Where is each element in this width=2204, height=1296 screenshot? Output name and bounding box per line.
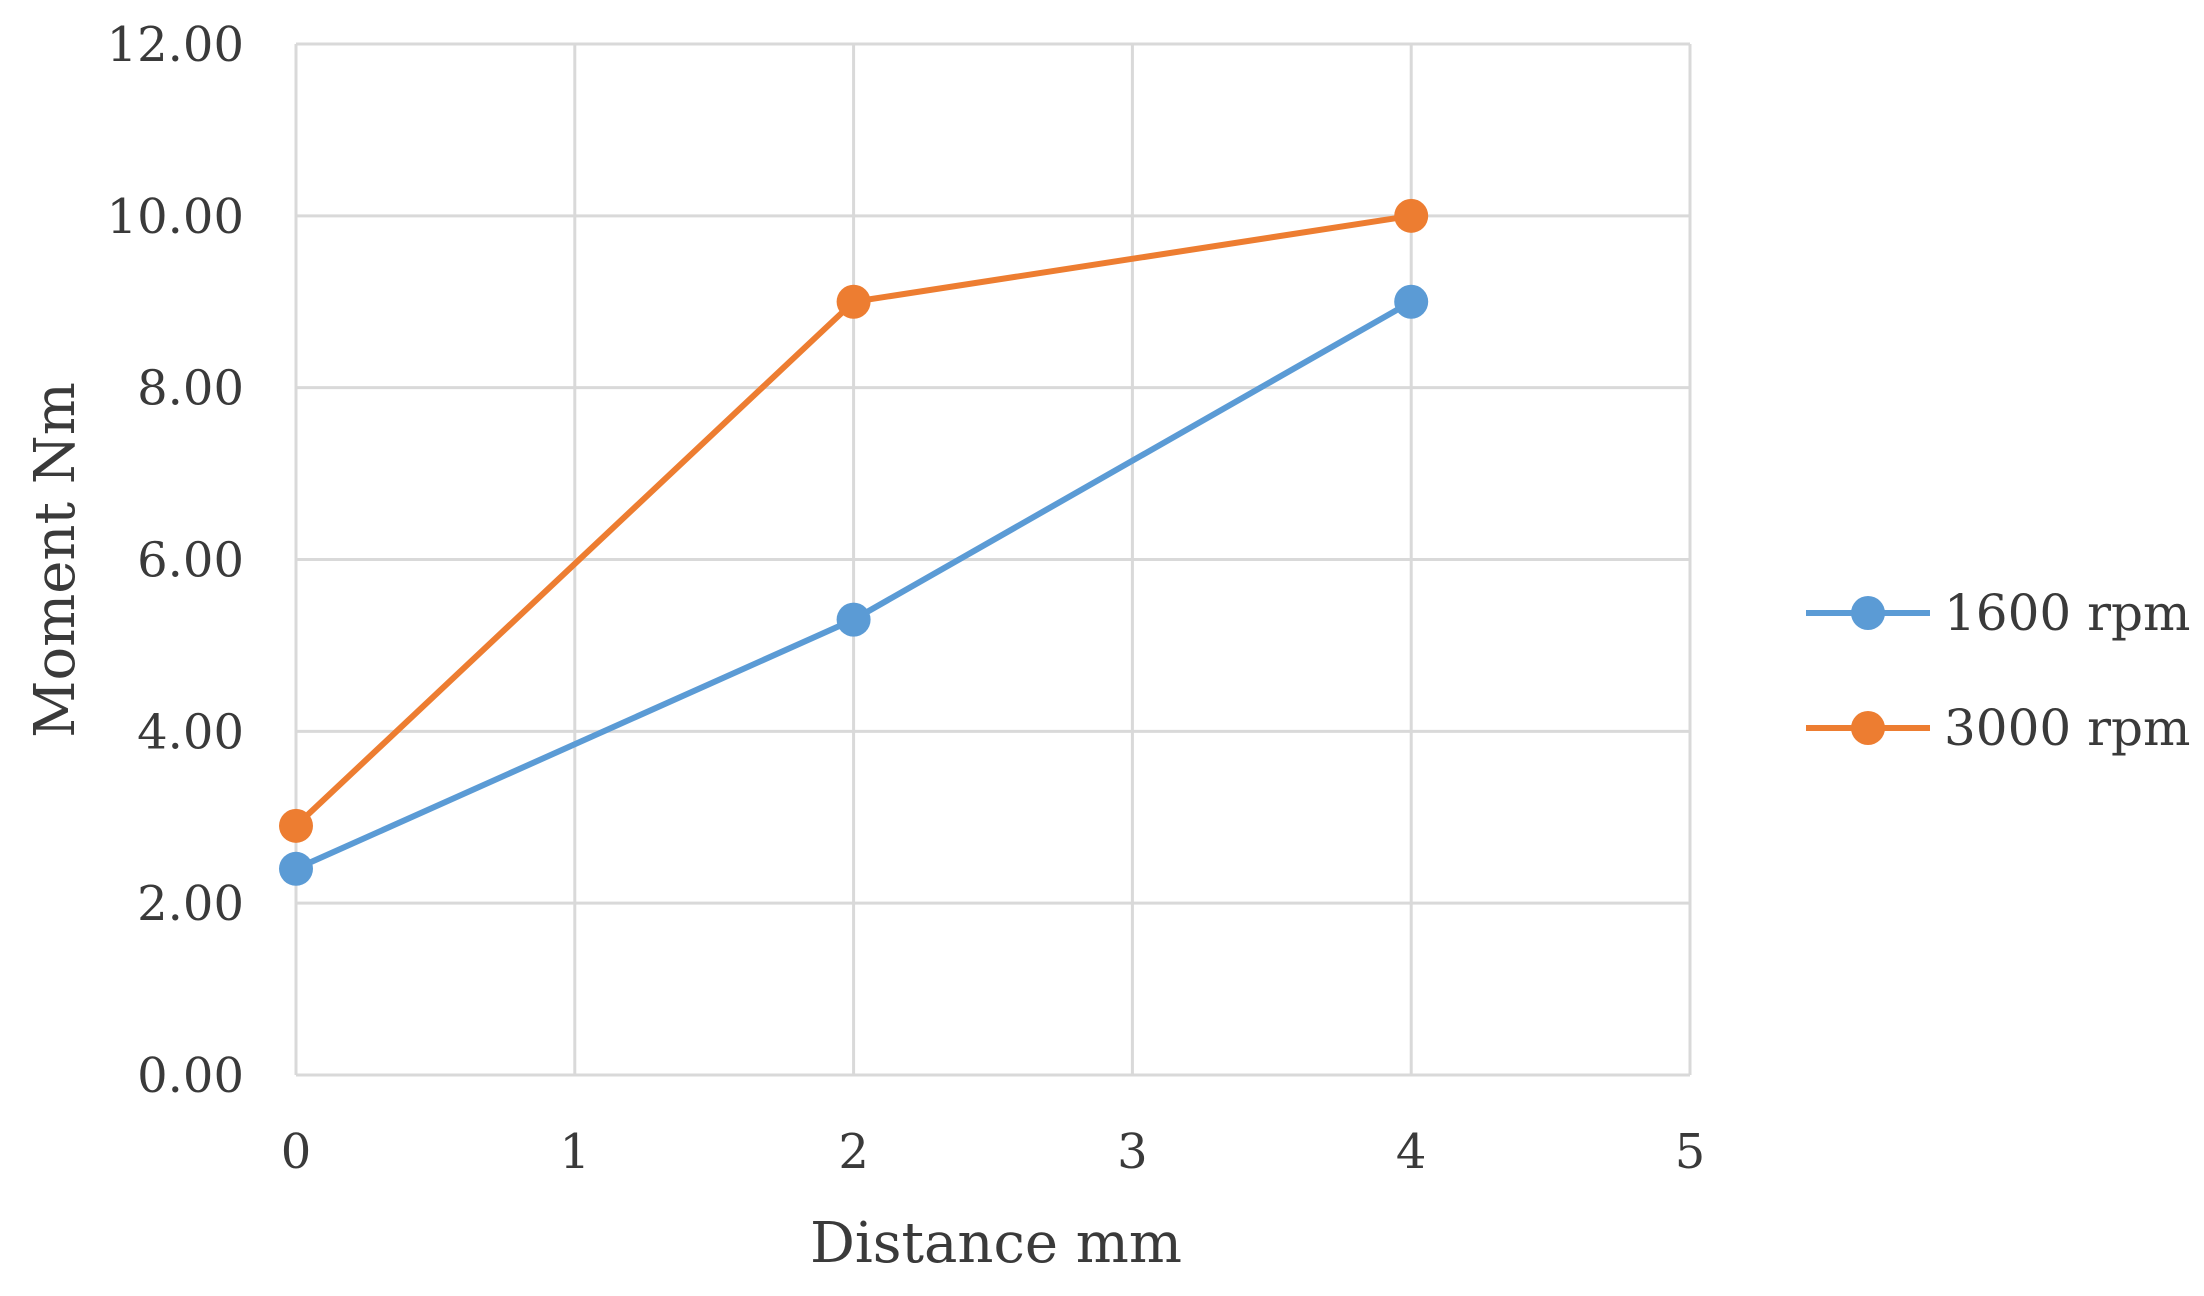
y-tick-label-6: 12.00	[107, 17, 244, 73]
grid	[294, 42, 1692, 1077]
x-tick-label-3: 3	[1117, 1124, 1148, 1180]
data-point-0-1	[836, 602, 871, 637]
series-layer	[279, 198, 1429, 886]
x-tick-label-5: 5	[1675, 1124, 1706, 1180]
data-point-0-0	[279, 851, 313, 886]
y-tick-label-1: 2.00	[137, 876, 244, 932]
x-tick-label-2: 2	[838, 1124, 869, 1180]
y-tick-label-0: 0.00	[137, 1048, 244, 1104]
x-tick-label-4: 4	[1396, 1124, 1427, 1180]
y-tick-label-4: 8.00	[137, 361, 244, 417]
legend-label-1: 3000 rpm	[1944, 699, 2190, 757]
y-tick-label-2: 4.00	[137, 704, 244, 760]
legend: 1600 rpm 3000 rpm	[1806, 584, 2190, 757]
y-axis-title: Moment Nm	[23, 382, 88, 738]
tick-labels: 0.00 2.00 4.00 6.00 8.00 10.00 12.00 0 1 2 3 4 5	[107, 17, 1706, 1180]
legend-label-0: 1600 rpm	[1944, 584, 2190, 642]
y-tick-label-3: 6.00	[137, 533, 244, 589]
data-point-0-2	[1394, 284, 1429, 319]
data-point-1-1	[836, 284, 871, 319]
legend-marker-0	[1851, 596, 1885, 630]
y-tick-label-5: 10.00	[107, 189, 244, 245]
x-tick-label-0: 0	[281, 1124, 312, 1180]
legend-marker-1	[1851, 711, 1885, 745]
x-tick-label-1: 1	[560, 1124, 591, 1180]
x-axis-title: Distance mm	[810, 1211, 1182, 1276]
data-point-1-0	[279, 808, 313, 843]
data-point-1-2	[1394, 198, 1429, 233]
